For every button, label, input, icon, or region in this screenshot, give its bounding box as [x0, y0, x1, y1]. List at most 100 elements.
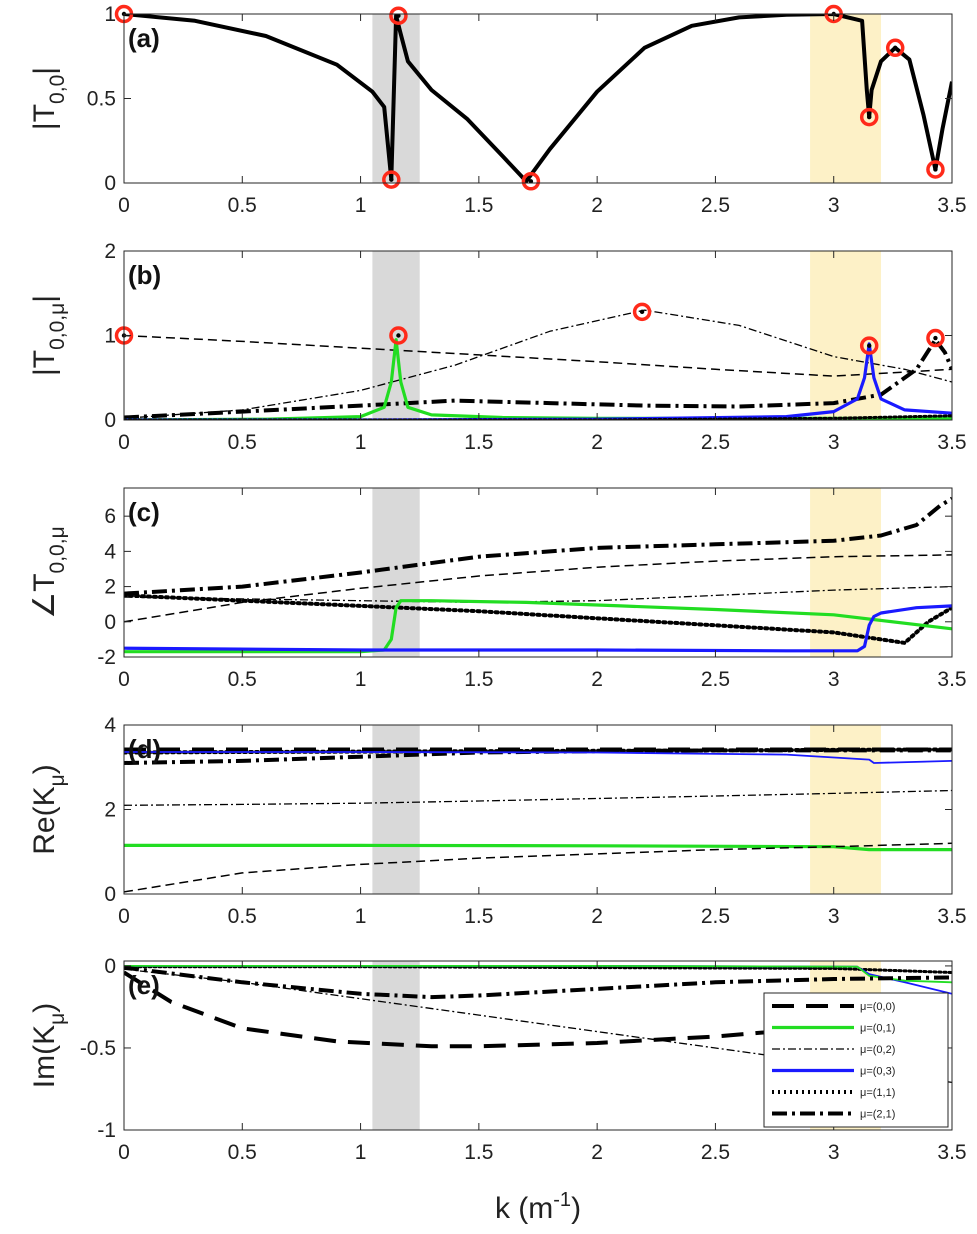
x-tick-label: 3.5 — [937, 431, 966, 454]
y-axis-label-sub: μ — [46, 1013, 69, 1025]
y-axis-label-main: |T — [28, 350, 61, 376]
marker-a-8 — [926, 160, 945, 179]
marker-dot-a-6 — [867, 114, 872, 120]
x-tick-label: 0 — [118, 905, 130, 928]
shaded-band-2 — [810, 725, 882, 894]
x-tick-label: 2.5 — [701, 431, 730, 454]
series-b-mu02-1 — [124, 309, 952, 419]
y-tick-label: 1 — [104, 3, 116, 26]
y-axis-label-d: Re(Kμ) — [28, 764, 69, 854]
y-axis-label-sub: 0,0,μ — [46, 303, 69, 350]
x-tick-label: 2 — [591, 1141, 603, 1164]
x-tick-label: 1.5 — [464, 905, 493, 928]
marker-dot-b-3 — [639, 309, 645, 315]
series-b-dot_thin-5 — [124, 414, 952, 420]
series-e-mu21-3 — [124, 965, 952, 1000]
marker-dot-b-4 — [867, 343, 872, 348]
marker-dot-a-3 — [396, 13, 401, 18]
y-axis-label-e: Im(Kμ) — [28, 1003, 69, 1088]
marker-a-4 — [521, 172, 541, 191]
y-axis-label-sub: μ — [46, 774, 69, 786]
legend: μ=(0,0) μ=(0,1) μ=(0,2) μ=(0,3) μ=(1,1) μ=(2,… — [763, 992, 949, 1128]
shaded-band-1 — [372, 488, 420, 657]
x-tick-label: 0 — [118, 194, 130, 217]
x-tick-label: 2 — [591, 431, 603, 454]
x-tick-label: 1.5 — [464, 194, 493, 217]
series-group-a — [124, 14, 952, 183]
x-tick-label: 0.5 — [228, 668, 257, 691]
marker-a-6 — [859, 107, 879, 127]
series-a-solid-0 — [124, 14, 952, 183]
y-axis-label-main: Im(K — [28, 1025, 61, 1088]
x-axis-label-sup: -1 — [553, 1189, 571, 1211]
x-tick-label: 1 — [355, 194, 367, 217]
y-tick-label: 2 — [104, 576, 116, 599]
x-tick-label: 2.5 — [701, 905, 730, 928]
marker-b-3 — [632, 302, 652, 322]
x-tick-label: 1.5 — [464, 668, 493, 691]
y-axis-label-b: |T0,0,μ| — [28, 295, 69, 376]
y-tick-label: 2 — [104, 799, 116, 822]
legend-label-1: μ=(0,0) — [860, 1001, 895, 1013]
series-c-mu11-3 — [124, 593, 952, 645]
marker-dot-a-2 — [389, 177, 394, 182]
panel-b: 0 0.5 1 1.5 2 2.5 3 3.5 0 1 2 (b) |T0,0,μ| — [28, 240, 967, 454]
marker-dot-a-8 — [933, 167, 938, 172]
series-c-mu02-2 — [124, 585, 952, 604]
marker-dot-b-5 — [933, 335, 938, 341]
marker-b-2 — [389, 326, 408, 345]
y-axis-label-end: | — [28, 67, 61, 75]
x-tick-label: 3 — [828, 1141, 840, 1164]
x-tick-label: 0 — [118, 668, 130, 691]
x-tick-label: 3.5 — [937, 905, 966, 928]
axes-frame-c — [123, 487, 953, 658]
y-axis-label-sub: 0,0 — [46, 75, 69, 104]
shaded-band-2 — [810, 251, 882, 420]
y-tick-label: 6 — [104, 505, 116, 528]
shaded-band-1 — [372, 251, 420, 420]
panel-label-d: (d) — [128, 734, 161, 764]
x-axis-label-main: k (m — [495, 1192, 553, 1225]
marker-b-5 — [926, 328, 945, 348]
y-tick-label: 0 — [104, 955, 116, 978]
x-tick-label: 3 — [828, 431, 840, 454]
y-tick-label: -2 — [97, 646, 116, 669]
series-c-dash_thin-1 — [124, 554, 952, 623]
x-tick-label: 0.5 — [228, 431, 257, 454]
x-tick-label: 3 — [828, 905, 840, 928]
series-c-mu21-0 — [124, 496, 952, 596]
marker-dot-b-2 — [396, 333, 401, 338]
series-b-dash_thin-0 — [124, 334, 952, 377]
y-tick-label: 0 — [104, 883, 116, 906]
x-tick-label: 0.5 — [228, 905, 257, 928]
x-tick-label: 2.5 — [701, 1141, 730, 1164]
x-tick-label: 0 — [118, 1141, 130, 1164]
y-tick-label: 0 — [104, 409, 116, 432]
y-tick-label: 1 — [104, 325, 116, 348]
x-tick-label: 3.5 — [937, 1141, 966, 1164]
x-tick-label: 1 — [355, 905, 367, 928]
x-tick-label: 3.5 — [937, 194, 966, 217]
marker-a-2 — [382, 170, 401, 189]
panel-label-c: (c) — [128, 497, 160, 527]
x-tick-label: 0.5 — [228, 194, 257, 217]
x-tick-label: 3 — [828, 668, 840, 691]
series-d-mu02-4 — [124, 789, 952, 806]
y-axis-label-main: Re(K — [28, 786, 61, 854]
y-tick-label: 4 — [104, 714, 116, 737]
panel-label-b: (b) — [128, 260, 161, 290]
x-tick-label: 1 — [355, 668, 367, 691]
legend-label-5: μ=(1,1) — [860, 1087, 895, 1099]
marker-a-7 — [885, 38, 905, 58]
x-tick-label: 1.5 — [464, 1141, 493, 1164]
series-group-b — [124, 309, 952, 420]
legend-label-2: μ=(0,1) — [860, 1023, 895, 1035]
series-c-mu03-5 — [124, 604, 952, 653]
x-tick-label: 2 — [591, 905, 603, 928]
legend-box — [763, 992, 949, 1128]
y-tick-label: 4 — [104, 540, 116, 563]
x-tick-label: 2 — [591, 194, 603, 217]
y-tick-label: 0 — [104, 172, 116, 195]
marker-b-4 — [859, 336, 879, 355]
